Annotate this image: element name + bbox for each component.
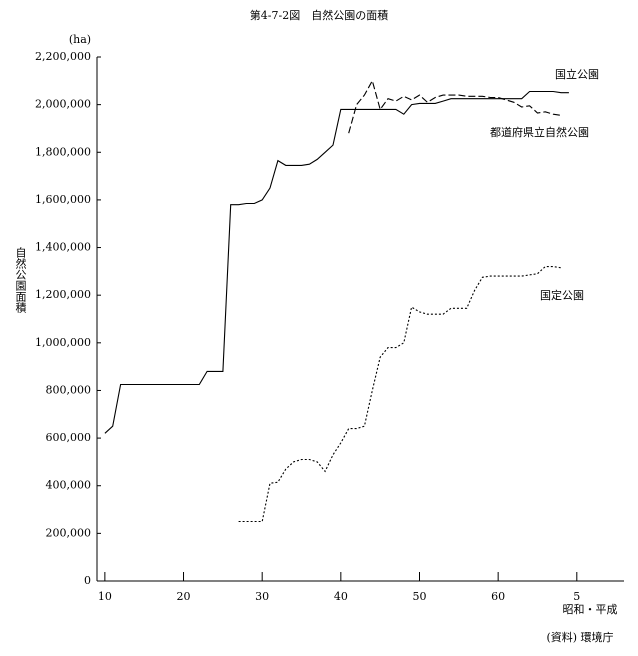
series-label: 国立公園 xyxy=(555,67,599,81)
y-tick-label: 1,400,000 xyxy=(35,241,91,254)
y-tick-label: 1,600,000 xyxy=(35,193,91,206)
series-label: 都道府県立自然公園 xyxy=(490,125,589,139)
y-tick-label: 0 xyxy=(84,574,91,587)
y-tick-label: 1,800,000 xyxy=(35,145,91,158)
y-tick-label: 1,000,000 xyxy=(35,336,91,349)
y-tick-label: 800,000 xyxy=(46,383,92,396)
x-tick-label: 20 xyxy=(177,590,191,603)
y-tick-label: 1,200,000 xyxy=(35,288,91,301)
y-unit: (ha) xyxy=(69,33,91,46)
series-line xyxy=(348,79,562,134)
x-tick-label: 10 xyxy=(98,590,112,603)
y-tick-label: 200,000 xyxy=(46,526,92,539)
y-axis-label: 自然公園面積 xyxy=(14,247,27,314)
y-tick-label: 600,000 xyxy=(46,431,92,444)
source: (資料) 環境庁 xyxy=(546,630,613,644)
x-axis-label: 昭和・平成 xyxy=(563,603,618,616)
chart-title: 第4-7-2図 自然公園の面積 xyxy=(250,8,388,22)
y-tick-label: 2,000,000 xyxy=(35,98,91,111)
y-tick-label: 2,200,000 xyxy=(35,50,91,63)
x-tick-label: 60 xyxy=(491,590,505,603)
series-line xyxy=(238,266,562,523)
series-line xyxy=(104,90,569,434)
x-tick-label: 40 xyxy=(334,590,348,603)
x-tick-label: 50 xyxy=(412,590,426,603)
y-tick-label: 400,000 xyxy=(46,479,92,492)
x-tick-label: 5 xyxy=(573,590,580,603)
x-tick-label: 30 xyxy=(255,590,269,603)
series-label: 国定公園 xyxy=(540,288,584,302)
